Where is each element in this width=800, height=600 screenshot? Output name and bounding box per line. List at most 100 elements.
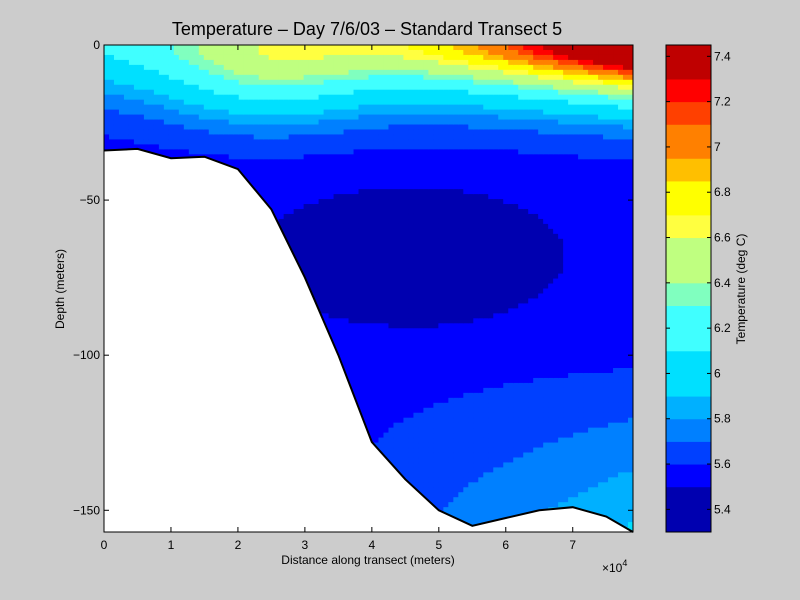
temperature-cell <box>353 64 360 71</box>
temperature-cell <box>138 99 145 106</box>
temperature-cell <box>333 248 340 255</box>
temperature-cell <box>318 223 325 230</box>
temperature-cell <box>313 45 320 51</box>
temperature-cell <box>193 49 200 56</box>
temperature-cell <box>268 189 275 195</box>
temperature-cell <box>343 194 350 200</box>
temperature-cell <box>123 134 130 141</box>
temperature-cell <box>318 64 325 71</box>
temperature-cell <box>308 273 315 280</box>
temperature-cell <box>158 139 165 145</box>
temperature-cell <box>198 94 205 101</box>
temperature-cell <box>183 69 190 76</box>
temperature-cell <box>153 59 160 66</box>
temperature-cell <box>328 59 335 66</box>
temperature-cell <box>343 233 350 240</box>
temperature-cell <box>303 149 310 155</box>
temperature-cell <box>208 89 215 96</box>
temperature-cell <box>298 99 305 106</box>
temperature-cell <box>203 69 210 76</box>
temperature-cell <box>203 45 210 51</box>
temperature-cell <box>303 45 310 51</box>
temperature-cell <box>163 74 170 81</box>
temperature-cell <box>208 59 215 66</box>
temperature-cell <box>108 45 115 51</box>
temperature-cell <box>268 204 275 210</box>
temperature-cell <box>333 54 340 61</box>
temperature-cell <box>263 84 270 91</box>
temperature-cell <box>328 308 335 314</box>
temperature-cell <box>163 59 170 66</box>
temperature-cell <box>343 208 350 215</box>
temperature-cell <box>293 124 300 131</box>
temperature-cell <box>238 104 245 111</box>
temperature-cell <box>203 94 210 101</box>
temperature-cell <box>323 213 330 220</box>
temperature-cell <box>104 99 110 106</box>
temperature-cell <box>283 129 290 136</box>
temperature-cell <box>323 49 330 56</box>
temperature-cell <box>303 243 310 250</box>
temperature-cell <box>338 124 345 131</box>
temperature-cell <box>303 79 310 86</box>
temperature-cell <box>278 164 285 170</box>
temperature-cell <box>163 89 170 96</box>
temperature-cell <box>168 49 175 56</box>
temperature-cell <box>213 119 220 126</box>
temperature-cell <box>133 139 140 145</box>
temperature-cell <box>318 94 325 101</box>
temperature-cell <box>343 164 350 170</box>
temperature-cell <box>308 213 315 220</box>
temperature-cell <box>338 308 345 314</box>
temperature-cell <box>303 64 310 71</box>
temperature-cell <box>338 144 345 150</box>
temperature-cell <box>123 69 130 76</box>
temperature-cell <box>348 134 355 141</box>
temperature-cell <box>338 84 345 91</box>
temperature-cell <box>238 159 245 165</box>
temperature-cell <box>338 104 345 111</box>
temperature-cell <box>183 104 190 111</box>
temperature-cell <box>218 59 225 66</box>
temperature-cell <box>108 69 115 76</box>
temperature-cell <box>308 238 315 245</box>
temperature-cell <box>333 139 340 145</box>
temperature-cell <box>183 59 190 66</box>
temperature-cell <box>303 208 310 215</box>
temperature-cell <box>298 204 305 210</box>
temperature-cell <box>328 179 335 185</box>
temperature-cell <box>343 104 350 111</box>
temperature-cell <box>138 139 145 145</box>
temperature-cell <box>268 114 275 121</box>
temperature-cell <box>308 154 315 160</box>
temperature-cell <box>293 159 300 165</box>
temperature-cell <box>268 139 275 145</box>
temperature-cell <box>258 45 265 51</box>
temperature-cell <box>333 194 340 200</box>
temperature-cell <box>158 59 165 66</box>
temperature-cell <box>258 139 265 145</box>
temperature-cell <box>123 84 130 91</box>
temperature-cell <box>173 109 180 116</box>
temperature-cell <box>353 109 360 116</box>
temperature-cell <box>328 84 335 91</box>
temperature-cell <box>268 129 275 136</box>
temperature-cell <box>333 313 340 319</box>
temperature-cell <box>308 54 315 61</box>
temperature-cell <box>313 228 320 235</box>
temperature-cell <box>268 84 275 91</box>
temperature-cell <box>153 144 160 150</box>
temperature-cell <box>348 298 355 305</box>
temperature-cell <box>128 129 135 136</box>
temperature-cell <box>328 144 335 150</box>
temperature-cell <box>104 144 110 150</box>
temperature-cell <box>173 134 180 141</box>
temperature-cell <box>338 318 345 324</box>
temperature-cell <box>343 84 350 91</box>
temperature-cell <box>108 54 115 61</box>
temperature-cell <box>153 129 160 136</box>
temperature-cell <box>323 238 330 245</box>
temperature-cell <box>128 109 135 116</box>
temperature-cell <box>213 154 220 160</box>
temperature-cell <box>323 119 330 126</box>
